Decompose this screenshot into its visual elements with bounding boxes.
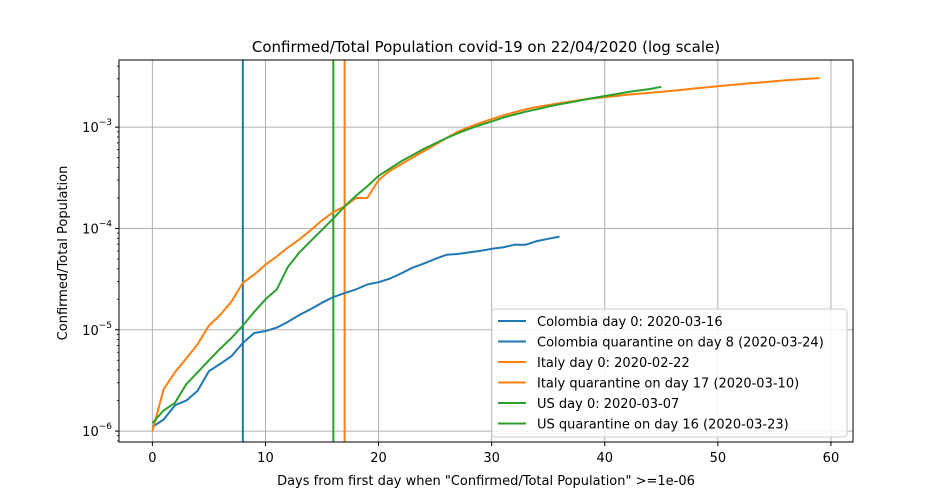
legend-label: Italy quarantine on day 17 (2020-03-10) (537, 377, 799, 392)
y-axis-ticks: 10−610−510−410−3 (82, 65, 119, 442)
legend-label: US day 0: 2020-03-07 (537, 397, 679, 412)
y-tick-exponent: −4 (99, 219, 113, 229)
series-line (151, 77, 820, 432)
legend: Colombia day 0: 2020-03-16 Colombia quara… (491, 308, 848, 438)
chart-title: Confirmed/Total Population covid-19 on 2… (252, 38, 720, 56)
y-axis-label: Confirmed/Total Population (56, 166, 71, 341)
x-tick-label: 40 (596, 451, 613, 466)
series-line (151, 85, 662, 424)
y-tick-label: 10−4 (82, 219, 112, 237)
y-tick-exponent: −5 (99, 321, 112, 331)
quarantine-lines (241, 60, 346, 442)
legend-label: Colombia day 0: 2020-03-16 (537, 315, 723, 330)
x-tick-label: 0 (148, 451, 156, 466)
y-tick-base: 10 (82, 222, 99, 237)
x-tick-label: 60 (823, 451, 840, 466)
series-lines (151, 77, 820, 432)
y-tick-base: 10 (82, 324, 99, 339)
y-tick-base: 10 (82, 425, 99, 440)
legend-label: US quarantine on day 16 (2020-03-23) (537, 418, 789, 433)
y-tick-label: 10−3 (82, 118, 112, 136)
x-tick-label: 10 (257, 451, 274, 466)
y-tick-exponent: −3 (99, 118, 112, 128)
legend-box (491, 308, 848, 438)
legend-label: Italy day 0: 2020-02-22 (537, 356, 690, 371)
x-axis-ticks: 0 10 20 30 40 50 60 (148, 442, 839, 466)
x-tick-label: 20 (370, 451, 387, 466)
x-tick-label: 30 (483, 451, 500, 466)
y-tick-base: 10 (82, 121, 99, 136)
y-tick-label: 10−6 (82, 422, 112, 440)
series-line (151, 235, 560, 428)
legend-label: Colombia quarantine on day 8 (2020-03-24… (537, 336, 824, 351)
y-tick-label: 10−5 (82, 321, 112, 339)
x-axis-label: Days from first day when "Confirmed/Tota… (277, 474, 695, 489)
x-tick-label: 50 (710, 451, 727, 466)
y-tick-exponent: −6 (99, 422, 113, 432)
